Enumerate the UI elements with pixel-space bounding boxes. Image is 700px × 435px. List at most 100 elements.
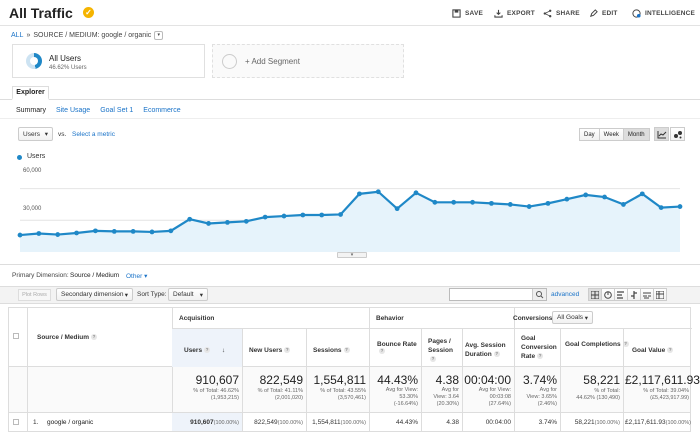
users-point-23[interactable] (451, 199, 457, 205)
users-point-2[interactable] (55, 232, 61, 237)
select-all-checkbox[interactable] (13, 333, 19, 339)
users-point-6[interactable] (130, 228, 136, 234)
performance-view-button[interactable] (614, 288, 628, 301)
row-checkbox[interactable] (13, 419, 19, 425)
line-chart-button[interactable] (654, 127, 669, 141)
col-users-header[interactable]: Users? ↓ (184, 347, 225, 354)
help-icon: ? (622, 341, 629, 348)
total-pages-session: 4.38 (435, 373, 459, 387)
users-point-5[interactable] (111, 228, 117, 234)
col-goal-value-label: Goal Value (632, 347, 666, 354)
share-button[interactable]: SHARE (543, 7, 580, 19)
select-metric-link[interactable]: Select a metric (72, 131, 115, 138)
total-avg-session: 00:04:00 (464, 373, 511, 387)
subtab-goal-set-1[interactable]: Goal Set 1 (100, 107, 134, 114)
users-point-12[interactable] (243, 218, 249, 224)
row-source-medium-link[interactable]: google / organic (47, 419, 94, 426)
users-point-22[interactable] (432, 199, 438, 205)
col-sessions-header[interactable]: Sessions? (313, 347, 350, 354)
intelligence-button[interactable]: INTELLIGENCE (632, 7, 695, 19)
users-point-3[interactable] (74, 230, 79, 236)
term-cloud-view-button[interactable] (640, 288, 654, 301)
users-point-19[interactable] (375, 189, 381, 195)
total-pages-line3: (20.30%) (436, 401, 459, 407)
col-avg-session-header[interactable]: Avg. Session Duration? (465, 341, 511, 359)
col-goal-conv-rate-header[interactable]: Goal Conversion Rate? (521, 334, 557, 361)
table-search-button[interactable] (532, 289, 546, 300)
data-view-button[interactable] (588, 288, 602, 301)
users-point-0[interactable] (17, 232, 23, 238)
col-bounce-rate-header[interactable]: Bounce Rate? (377, 341, 417, 355)
users-point-35[interactable] (677, 204, 683, 209)
users-point-17[interactable] (338, 212, 343, 217)
users-point-31[interactable] (602, 194, 607, 200)
dimension-header[interactable]: Source / Medium? (37, 334, 98, 341)
pivot-view-button[interactable] (653, 288, 667, 301)
table-search-input[interactable] (449, 288, 547, 301)
pie-view-button[interactable] (601, 288, 615, 301)
users-point-20[interactable] (394, 206, 400, 212)
motion-chart-button[interactable] (670, 127, 685, 141)
chart-resize-handle[interactable]: ▾ (337, 252, 367, 258)
users-point-14[interactable] (281, 213, 287, 219)
segment-all-users[interactable]: All Users 46.62% Users (12, 44, 205, 78)
row-goal-completions-pct: (100.00%) (594, 420, 620, 426)
subtab-ecommerce[interactable]: Ecommerce (143, 107, 181, 114)
month-button[interactable]: Month (622, 128, 650, 141)
save-button[interactable]: SAVE (452, 7, 483, 19)
tab-explorer[interactable]: Explorer (12, 86, 49, 100)
advanced-link[interactable]: advanced (551, 291, 580, 298)
col-divider (369, 413, 370, 431)
sort-type-select[interactable]: Default ▾ (168, 288, 208, 301)
users-point-13[interactable] (262, 214, 268, 220)
subtab-site-usage[interactable]: Site Usage (55, 107, 91, 114)
day-button[interactable]: Day (579, 128, 600, 141)
users-point-30[interactable] (583, 192, 589, 198)
users-point-9[interactable] (187, 216, 193, 222)
add-segment-button[interactable]: + Add Segment (212, 44, 404, 78)
users-point-34[interactable] (658, 205, 664, 210)
secondary-dimension-select[interactable]: Secondary dimension ▾ (56, 288, 133, 301)
users-point-1[interactable] (36, 231, 42, 236)
col-new-users-header[interactable]: New Users? (249, 347, 291, 354)
goal-select[interactable]: All Goals ▾ (552, 311, 593, 324)
users-point-16[interactable] (319, 212, 325, 218)
comparison-view-button[interactable] (627, 288, 641, 301)
row-goal-value-value: £2,117,611.93 (625, 419, 666, 426)
sorted-column-bg (172, 413, 242, 431)
dimension-source-medium[interactable]: Source / Medium (70, 272, 120, 279)
row-new-users-value: 822,549 (254, 419, 278, 426)
edit-button[interactable]: EDIT (589, 7, 618, 19)
users-point-11[interactable] (225, 220, 230, 225)
users-point-21[interactable] (413, 190, 419, 196)
users-point-8[interactable] (168, 228, 174, 234)
users-point-26[interactable] (507, 202, 513, 207)
users-point-10[interactable] (206, 221, 211, 226)
users-point-4[interactable] (93, 228, 98, 234)
week-button[interactable]: Week (598, 128, 624, 141)
users-point-32[interactable] (621, 202, 626, 207)
dropdown-arrow-icon: ▾ (584, 314, 588, 322)
users-point-18[interactable] (357, 191, 362, 197)
subtab-summary[interactable]: Summary (16, 107, 46, 114)
col-goal-completions-header[interactable]: Goal Completions? (565, 341, 629, 348)
users-point-29[interactable] (564, 196, 570, 202)
breadcrumb-dropdown-icon[interactable]: ▾ (154, 31, 164, 40)
users-point-28[interactable] (545, 200, 551, 206)
col-goal-value-header[interactable]: Goal Value? (632, 347, 674, 354)
dimension-other-link[interactable]: Other ▾ (126, 273, 148, 280)
users-point-24[interactable] (470, 199, 475, 205)
metric-select[interactable]: Users ▾ (18, 127, 53, 141)
tab-divider (0, 99, 700, 100)
users-point-27[interactable] (526, 204, 532, 209)
users-point-15[interactable] (300, 212, 306, 218)
users-point-33[interactable] (639, 191, 645, 197)
breadcrumb-all-link[interactable]: ALL (11, 32, 24, 39)
plot-rows-button[interactable]: Plot Rows (18, 289, 51, 301)
export-button[interactable]: EXPORT (494, 7, 535, 19)
col-pages-session-header[interactable]: Pages / Session? (428, 337, 458, 364)
table-row[interactable]: 1. google / organic 910,607(100.00%) 822… (8, 413, 691, 432)
row-pages-session: 4.38 (446, 419, 459, 426)
users-point-25[interactable] (489, 200, 494, 206)
users-point-7[interactable] (149, 229, 155, 235)
